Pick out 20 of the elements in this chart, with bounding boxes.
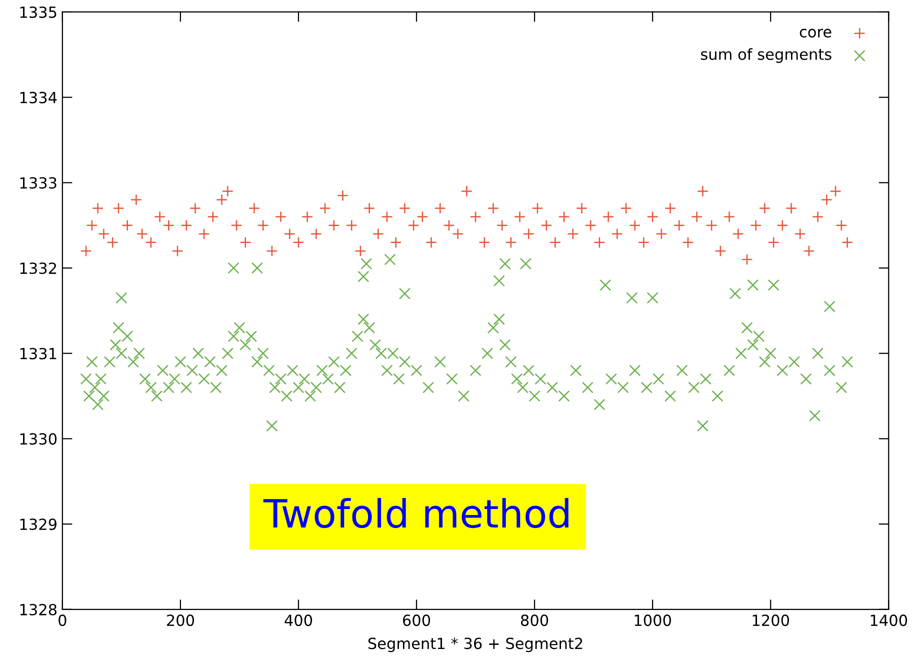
x-tick-label: 0 (58, 614, 66, 626)
y-tick-label: 1328 (20, 604, 57, 616)
x-axis-title: Segment1 * 36 + Segment2 (368, 638, 582, 652)
y-tick-label: 1329 (20, 518, 56, 530)
y-tick-label: 1333 (20, 177, 56, 189)
x-tick-label: 1000 (634, 614, 671, 626)
x-tick-label: 1200 (752, 614, 790, 626)
legend-label: core (800, 28, 832, 38)
y-tick-label: 1334 (20, 92, 57, 104)
x-tick-label: 600 (402, 614, 430, 626)
x-tick-label: 400 (284, 614, 312, 626)
x-tick-label: 200 (166, 614, 194, 626)
x-tick-label: 800 (520, 614, 548, 626)
annotation: Twofold method (263, 498, 568, 528)
legend-label: sum of segments (700, 48, 832, 63)
y-tick-label: 1335 (20, 6, 56, 18)
y-tick-label: 1331 (20, 348, 56, 360)
x-tick-label: 1400 (870, 614, 908, 626)
y-tick-label: 1332 (20, 262, 56, 274)
y-tick-label: 1330 (20, 433, 57, 445)
